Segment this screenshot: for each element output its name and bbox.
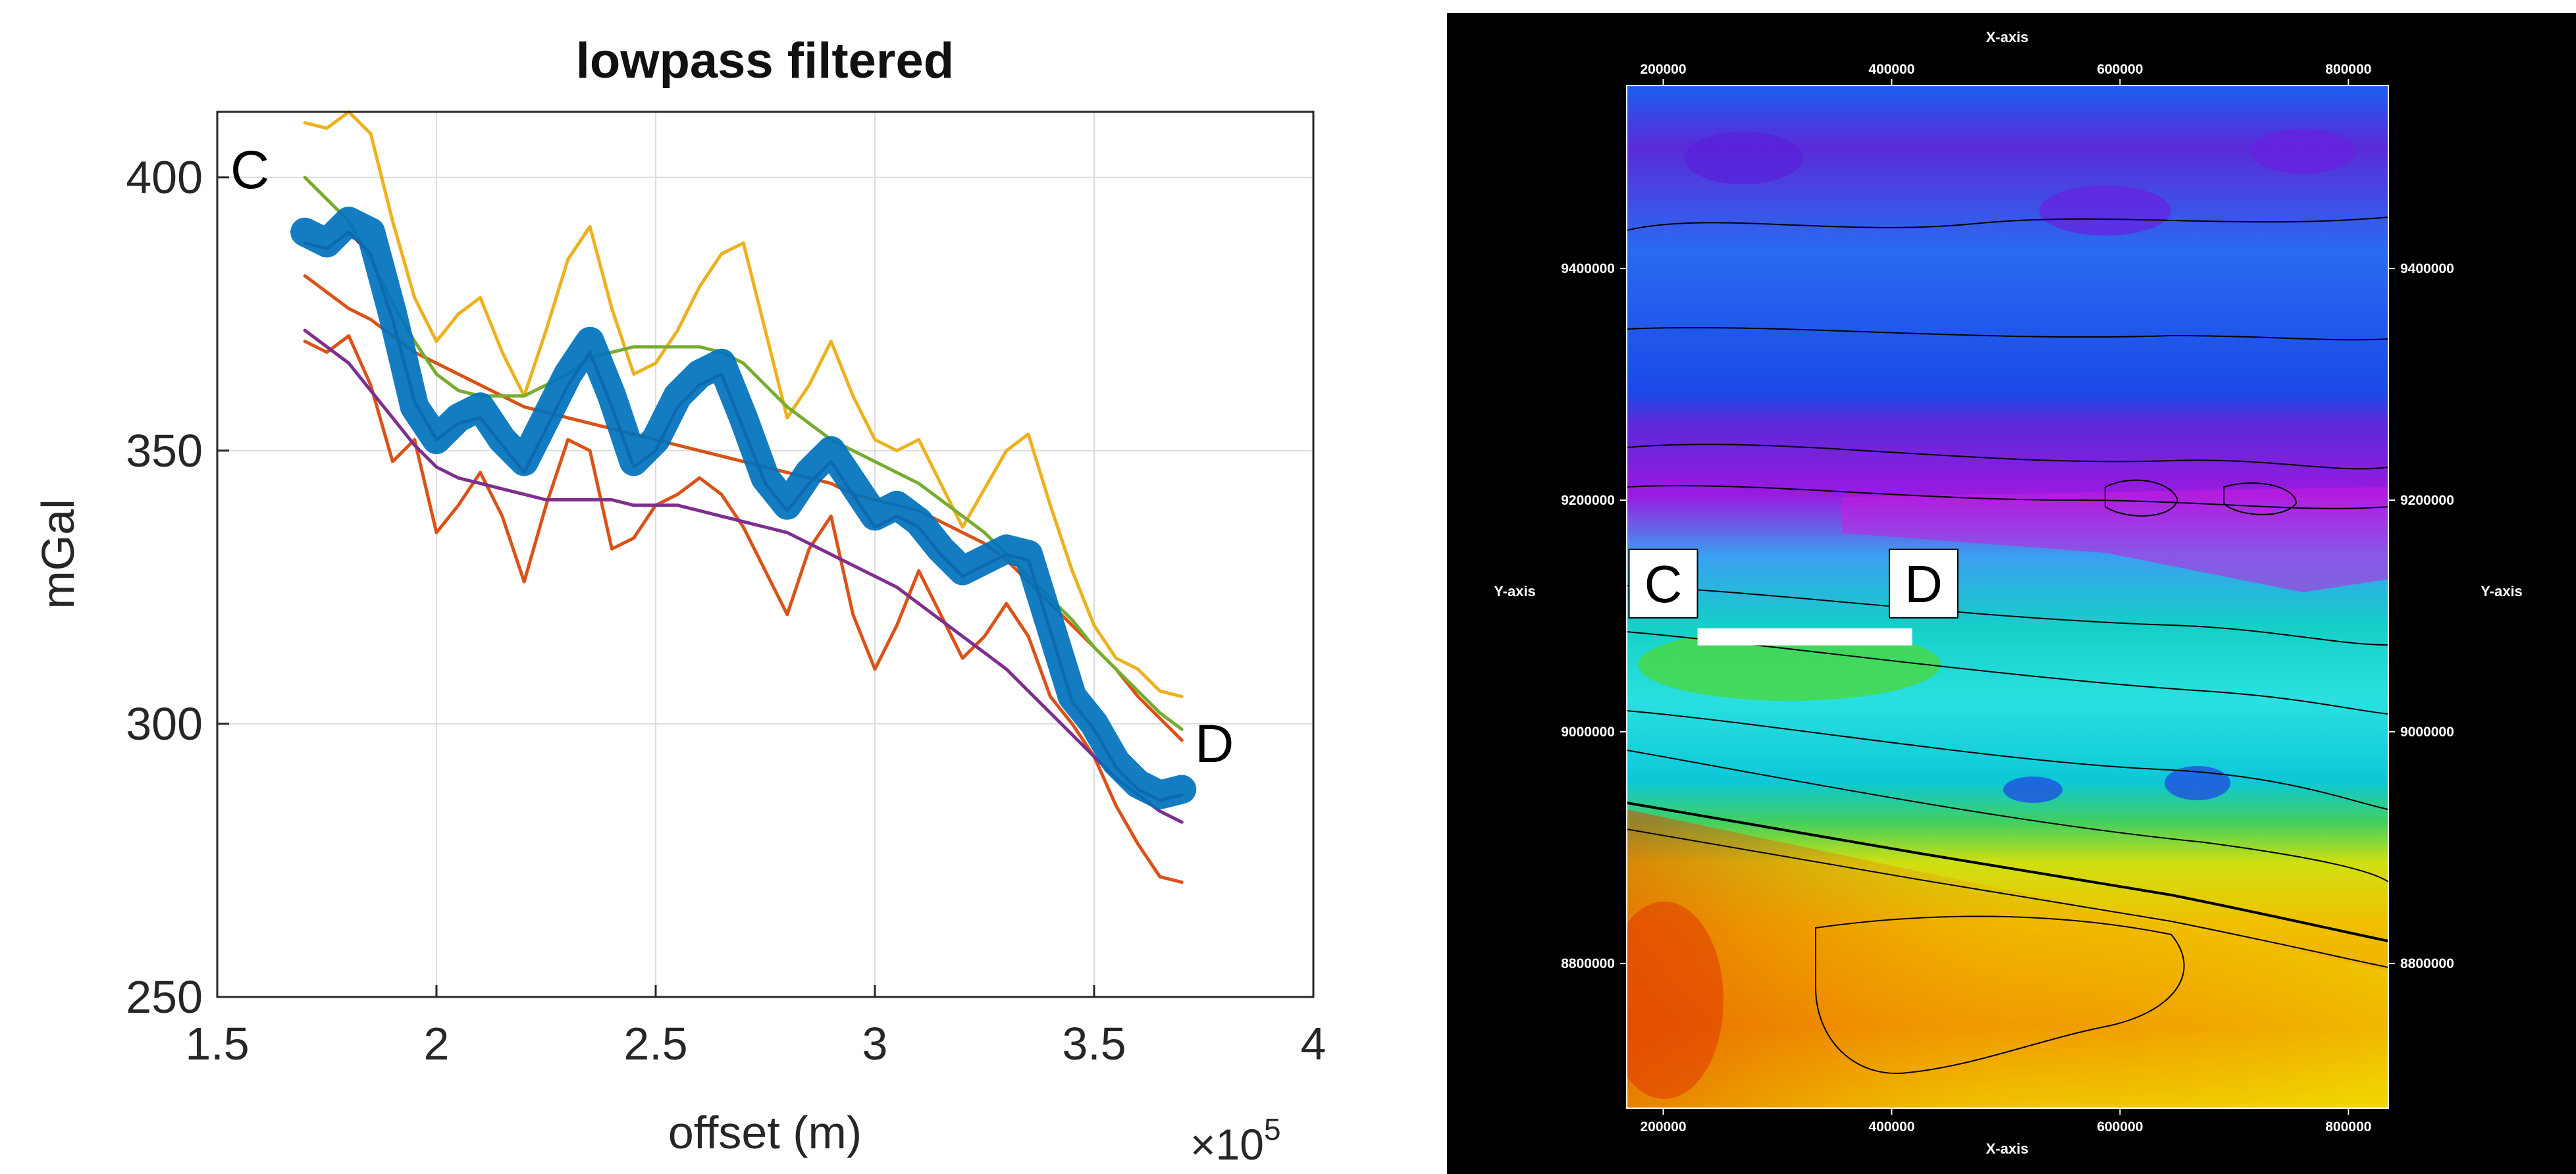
series-line — [303, 110, 1184, 698]
y-axis-label: mGal — [32, 499, 84, 609]
multiplier-exponent: 5 — [1264, 1112, 1281, 1146]
map-x-tick-label-top: 200000 — [1640, 62, 1686, 77]
map-y-tick-label-right: 8800000 — [2400, 956, 2454, 971]
blue-anomaly-2 — [2165, 766, 2230, 800]
plot-background — [217, 112, 1313, 997]
x-axis-label-top: X-axis — [1986, 29, 2029, 45]
map-x-tick-label-bottom: 800000 — [2325, 1119, 2371, 1135]
map-y-tick-label-right: 9400000 — [2400, 261, 2454, 276]
profile-label-box-C — [1628, 548, 1698, 619]
y-axis-label-right: Y-axis — [2481, 583, 2523, 600]
y-tick-label: 400 — [126, 152, 203, 203]
x-axis-multiplier: ×105 — [1190, 1112, 1281, 1169]
annotations: CD — [230, 140, 1234, 774]
profile-label-C: C — [1644, 555, 1683, 613]
multiplier-base: ×10 — [1190, 1120, 1264, 1169]
purple-patch-3 — [2250, 129, 2355, 174]
x-tick-label: 3 — [862, 1018, 888, 1069]
map-x-tick-label-top: 600000 — [2097, 62, 2143, 77]
plot-frame — [216, 111, 1315, 998]
map-ticks: 200000 200000 400000 400000 600000 600000 8000… — [1561, 62, 2454, 1135]
contour-lines — [1627, 217, 2388, 1075]
purple-patch-2 — [2039, 186, 2171, 236]
point-label-D: D — [1195, 714, 1234, 774]
x-tick-labels: 1.5 2 2.5 3 3.5 4 — [185, 985, 1326, 1069]
y-tick-labels: 250 300 350 400 — [126, 152, 229, 1023]
x-tick-label: 1.5 — [185, 1018, 249, 1069]
map-x-tick-label-top: 400000 — [1868, 62, 1914, 77]
chart-title: lowpass filtered — [576, 33, 954, 89]
blue-anomaly-1 — [2003, 777, 2063, 803]
series-line — [303, 334, 1184, 884]
series-group — [290, 110, 1197, 884]
x-tick-label: 2 — [424, 1018, 450, 1069]
red-patch — [1627, 902, 1723, 1099]
y-tick-label: 350 — [126, 425, 203, 476]
south-warm-zone — [1627, 809, 2388, 1108]
green-anomaly — [1638, 628, 1941, 701]
x-tick-label: 3.5 — [1062, 1018, 1126, 1069]
x-tick-label: 4 — [1301, 1018, 1327, 1069]
purple-patch-1 — [1684, 132, 1802, 184]
gravity-anomaly-map: 200000 200000 400000 400000 600000 600000 8000… — [1447, 13, 2576, 1174]
y-tick-label: 250 — [126, 971, 203, 1023]
lowpass-filtered-chart: 1.5 2 2.5 3 3.5 4 250 300 350 400 lowpass filter… — [32, 33, 1326, 1169]
map-x-tick-label-bottom: 200000 — [1640, 1119, 1686, 1135]
x-axis-label-bottom: X-axis — [1986, 1140, 2029, 1157]
map-x-tick-label-top: 800000 — [2325, 62, 2371, 77]
map-y-tick-label-left: 9200000 — [1561, 493, 1615, 508]
map-y-tick-label-left: 9000000 — [1561, 725, 1615, 740]
map-x-tick-label-bottom: 600000 — [2097, 1119, 2143, 1135]
map-x-tick-label-bottom: 400000 — [1868, 1119, 1914, 1135]
map-y-tick-label-left: 9400000 — [1561, 261, 1615, 276]
map-y-tick-label-right: 9200000 — [2400, 493, 2454, 508]
map-y-tick-label-left: 8800000 — [1561, 956, 1615, 971]
series-line-observed — [290, 207, 1197, 809]
map-frame — [1626, 85, 2389, 1109]
profile-label-box-D — [1889, 548, 1959, 619]
series-line — [303, 328, 1184, 824]
y-tick-label: 300 — [126, 698, 203, 750]
point-label-C: C — [230, 140, 269, 200]
profile-label-D: D — [1905, 555, 1943, 613]
y-axis-label-left: Y-axis — [1494, 583, 1536, 600]
map-y-tick-label-right: 9000000 — [2400, 725, 2454, 740]
x-tick-label: 2.5 — [623, 1018, 687, 1069]
x-axis-label: offset (m) — [668, 1107, 862, 1158]
